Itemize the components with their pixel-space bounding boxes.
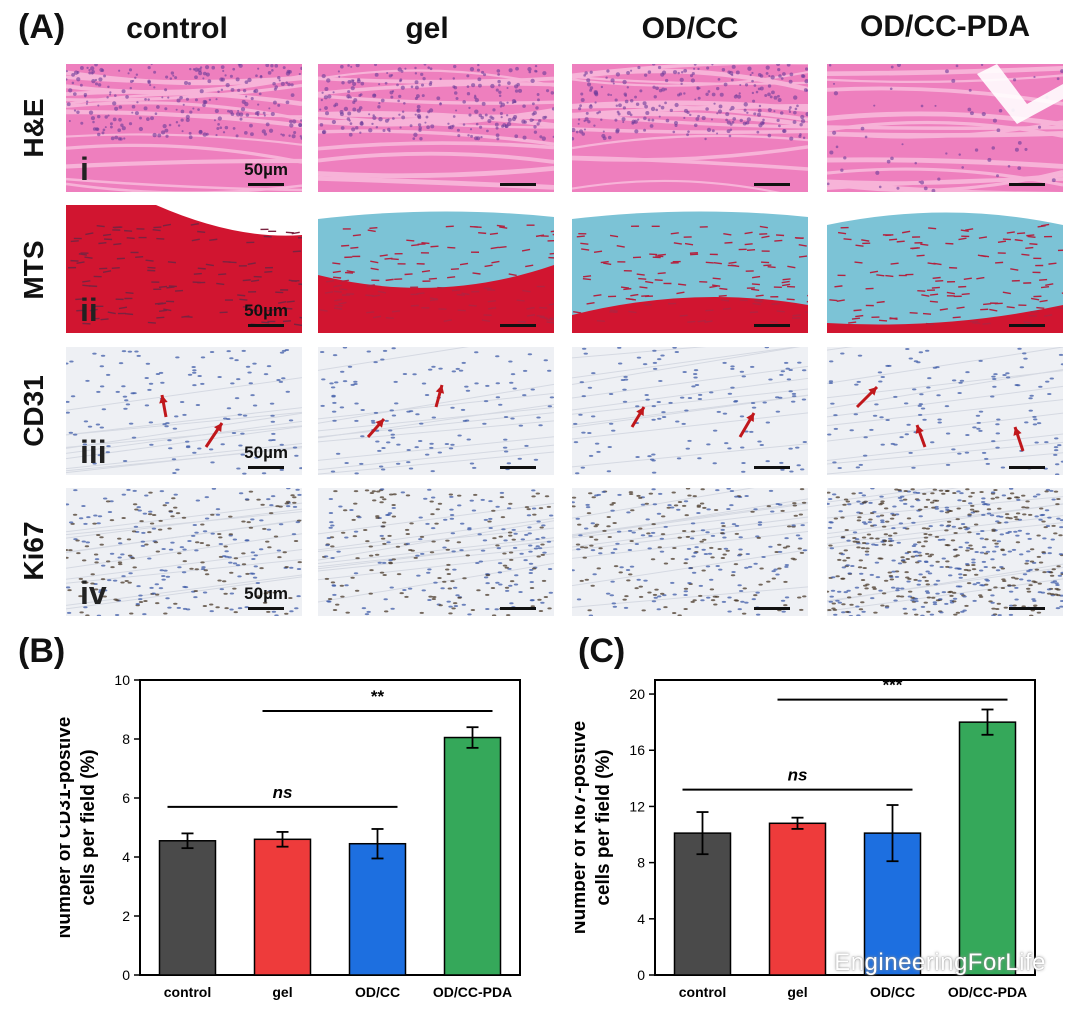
micrograph-cd31-odcc [572, 347, 808, 475]
x-tick-label: OD/CC-PDA [948, 984, 1027, 1000]
micrograph-mts-control: ii 50µm [66, 205, 302, 333]
watermark: EngineeringForLife [834, 949, 1046, 976]
chart-frame [654, 679, 1036, 976]
panel-label-a: (A) [18, 8, 66, 46]
scale-bar [500, 183, 536, 186]
row-header-cd31: CD31 [18, 375, 49, 447]
y-tick-label: 6 [122, 790, 130, 806]
chart-frame [139, 679, 521, 976]
ki67-bar-chart: 0 4 8 12 16 20 Number of Ki67-postive cells per… [575, 676, 1036, 1000]
bar-gel [253, 838, 312, 976]
scale-bar [248, 607, 284, 610]
y-axis-label-line2: cells per field (%) [78, 749, 99, 905]
y-tick-label: 2 [122, 908, 130, 924]
scale-bar [248, 183, 284, 186]
cd31-bar-chart: 0 2 4 6 8 10 Number of CD31-postive cells per f… [60, 672, 521, 1000]
scale-bar-label: 50µm [244, 160, 288, 179]
scale-bar [500, 324, 536, 327]
x-tick-label: OD/CC [355, 984, 400, 1000]
y-tick-label: 4 [122, 849, 130, 865]
scale-bar [500, 466, 536, 469]
row-header-mts: MTS [18, 240, 49, 300]
bar-gel [768, 822, 827, 976]
y-tick-label: 8 [637, 855, 645, 871]
scale-bar [248, 324, 284, 327]
micrograph-ki67-control: iv 50µm [66, 488, 302, 616]
significance-label: ** [371, 687, 385, 706]
column-header-odcc-pda: OD/CC-PDA [860, 10, 1030, 43]
scale-bar-label: 50µm [244, 584, 288, 603]
bar-odccpda [443, 736, 502, 976]
bar-odcc [348, 842, 407, 976]
y-axis-label-line1: Number of CD31-postive [60, 717, 75, 939]
x-tick-label: OD/CC [870, 984, 915, 1000]
significance-label: ns [273, 783, 293, 802]
row-header-he: H&E [18, 98, 49, 158]
y-tick-label: 20 [629, 686, 645, 702]
micrograph-cd31-odccpda [827, 347, 1063, 475]
row-roman-numeral: i [80, 151, 89, 187]
significance-label: *** [883, 676, 903, 695]
y-tick-label: 12 [629, 798, 645, 814]
x-tick-label: control [164, 984, 211, 1000]
micrograph-cd31-control: iii 50µm [66, 347, 302, 475]
micrograph-ki67-odcc [572, 488, 808, 616]
y-tick-label: 0 [637, 967, 645, 983]
micrograph-he-odccpda [827, 64, 1063, 192]
scale-bar [1009, 607, 1045, 610]
x-tick-label: control [679, 984, 726, 1000]
micrograph-he-gel [318, 64, 554, 192]
scale-bar-label: 50µm [244, 443, 288, 462]
significance-label: ns [788, 766, 808, 785]
row-header-ki67: Ki67 [18, 521, 49, 581]
panel-label-c: (C) [578, 632, 626, 670]
y-tick-label: 10 [114, 672, 130, 688]
y-tick-label: 0 [122, 967, 130, 983]
scale-bar [754, 607, 790, 610]
micrograph-he-control: i 50µm [66, 64, 302, 192]
scale-bar [754, 183, 790, 186]
row-roman-numeral: iv [80, 575, 107, 611]
micrograph-mts-gel [318, 205, 554, 333]
x-tick-label: OD/CC-PDA [433, 984, 512, 1000]
scale-bar-label: 50µm [244, 301, 288, 320]
scale-bar [248, 466, 284, 469]
y-tick-label: 8 [122, 731, 130, 747]
x-tick-label: gel [787, 984, 807, 1000]
scale-bar [1009, 466, 1045, 469]
micrograph-ki67-odccpda [827, 488, 1063, 616]
scale-bar [754, 466, 790, 469]
y-tick-label: 4 [637, 911, 645, 927]
row-roman-numeral: iii [80, 434, 107, 470]
micrograph-mts-odccpda [827, 205, 1063, 333]
panel-label-b: (B) [18, 632, 66, 670]
x-tick-label: gel [272, 984, 292, 1000]
scale-bar [1009, 183, 1045, 186]
scale-bar [754, 324, 790, 327]
micrograph-mts-odcc [572, 205, 808, 333]
column-header-gel: gel [405, 12, 449, 45]
micrograph-ki67-gel [318, 488, 554, 616]
micrograph-cd31-gel [318, 347, 554, 475]
column-header-odcc: OD/CC [641, 12, 739, 45]
bar-control [158, 840, 217, 976]
y-axis-label-line2: cells per field (%) [593, 749, 614, 905]
row-roman-numeral: ii [80, 292, 98, 328]
y-axis-label-line1: Number of Ki67-postive [575, 721, 590, 934]
y-tick-label: 16 [629, 742, 645, 758]
bar-odccpda [958, 721, 1017, 976]
column-header-control: control [126, 12, 228, 45]
micrograph-he-odcc [572, 64, 808, 192]
scale-bar [1009, 324, 1045, 327]
scale-bar [500, 607, 536, 610]
